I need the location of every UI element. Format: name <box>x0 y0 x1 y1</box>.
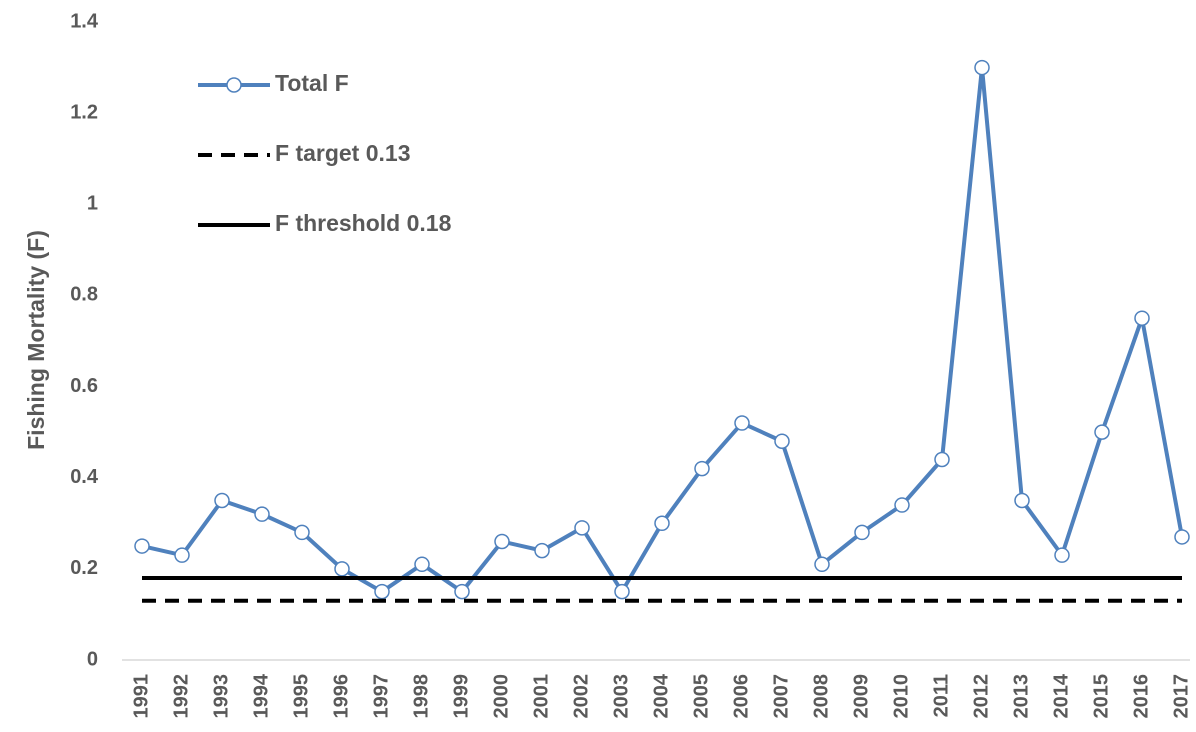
point-marker <box>294 524 310 541</box>
x-tick-label: 1991 <box>130 674 152 719</box>
x-tick-label: 1999 <box>450 674 472 719</box>
x-tick-label: 2013 <box>1010 674 1032 719</box>
x-tick-label: 1998 <box>410 674 432 719</box>
point-marker <box>894 497 910 513</box>
point-marker <box>814 556 830 573</box>
point-marker <box>134 538 150 554</box>
point-marker <box>1094 424 1110 440</box>
legend-label: F target 0.13 <box>275 140 411 166</box>
y-tick-label: 1.2 <box>70 101 98 123</box>
x-tick-label: 2002 <box>570 674 592 719</box>
y-tick-label: 0.2 <box>70 557 98 579</box>
point-marker <box>1174 529 1190 545</box>
x-tick-label: 1997 <box>370 674 392 719</box>
point-marker <box>1134 310 1150 326</box>
x-tick-label: 1992 <box>170 674 192 719</box>
point-marker <box>414 556 430 573</box>
point-marker <box>734 415 750 431</box>
x-tick-label: 2008 <box>810 674 832 719</box>
legend-label: Total F <box>275 70 349 96</box>
legend: Total F F target 0.13 F threshold 0.18 <box>198 70 452 236</box>
point-marker <box>1054 547 1070 563</box>
x-tick-label: 1996 <box>330 674 352 719</box>
point-marker <box>334 561 350 577</box>
point-marker <box>934 451 950 468</box>
x-tick-label: 2015 <box>1090 674 1112 719</box>
y-tick-label: 1.4 <box>70 10 99 32</box>
x-tick-label: 2017 <box>1170 674 1192 719</box>
x-tick-label: 1995 <box>290 674 312 719</box>
x-tick-label: 2014 <box>1050 673 1072 718</box>
point-marker <box>774 433 790 450</box>
x-tick-label: 2006 <box>730 674 752 719</box>
point-marker <box>854 524 870 541</box>
point-marker <box>614 583 630 600</box>
x-tick-label: 2005 <box>690 674 712 719</box>
x-tick-label: 2011 <box>930 674 952 717</box>
x-tick-label: 2007 <box>770 674 792 719</box>
y-tick-label: 0.8 <box>70 284 98 306</box>
x-tick-label: 1993 <box>210 674 232 719</box>
point-marker <box>1014 492 1030 509</box>
x-tick-label: 2003 <box>610 674 632 719</box>
x-tick-label: 1994 <box>250 673 272 718</box>
y-tick-label: 1 <box>87 193 98 215</box>
point-marker <box>494 533 510 550</box>
x-tick-label: 2009 <box>850 674 872 719</box>
x-tick-label: 2004 <box>650 673 672 718</box>
x-tick-label: 2010 <box>890 674 912 719</box>
x-tick-label: 2000 <box>490 674 512 719</box>
point-marker <box>374 583 390 600</box>
point-marker <box>174 547 190 563</box>
point-marker <box>574 520 590 536</box>
legend-label: F threshold 0.18 <box>275 210 452 236</box>
point-marker <box>454 583 470 600</box>
legend-marker <box>226 77 242 93</box>
y-tick-label: 0.4 <box>70 466 99 488</box>
x-tick-label: 2001 <box>530 674 552 719</box>
point-marker <box>654 515 670 532</box>
x-tick-label: 2016 <box>1130 674 1152 719</box>
point-marker <box>254 506 270 522</box>
point-marker <box>214 492 230 509</box>
y-axis-label: Fishing Mortality (F) <box>23 230 49 450</box>
y-tick-label: 0 <box>87 648 98 670</box>
point-marker <box>694 460 710 477</box>
x-tick-label: 2012 <box>970 674 992 719</box>
point-marker <box>974 59 990 76</box>
y-tick-label: 0.6 <box>70 375 98 397</box>
point-marker <box>534 542 550 559</box>
